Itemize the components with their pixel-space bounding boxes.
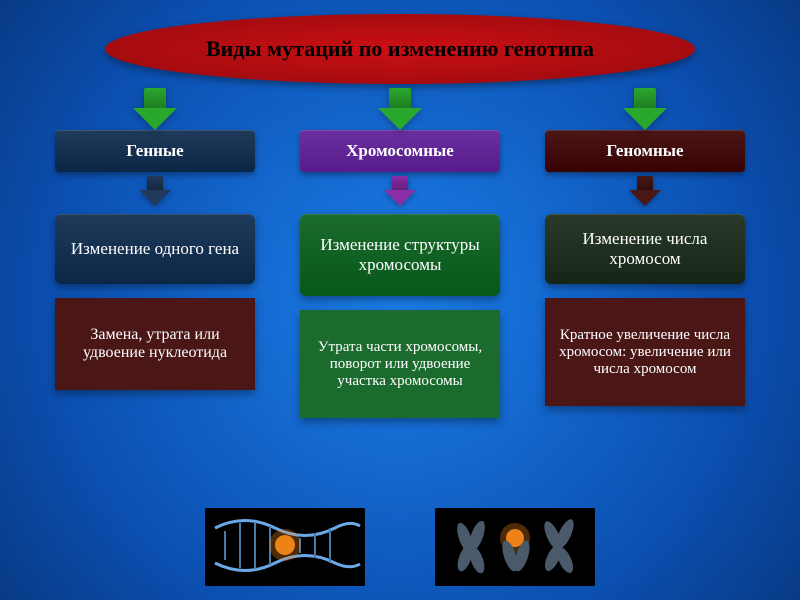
arrow-shaft: [144, 88, 166, 110]
arrow-head: [623, 108, 667, 130]
arrow-head: [384, 190, 416, 206]
column-gene: Генные Изменение одного гена Замена, утр…: [50, 88, 260, 390]
arrow-head: [139, 190, 171, 206]
category-box-genome: Геномные: [545, 130, 745, 172]
category-label: Генные: [126, 141, 183, 161]
arrow-small-icon: [137, 176, 173, 208]
desc-text: Изменение структуры хромосомы: [308, 235, 492, 275]
title-ellipse: Виды мутаций по изменению генотипа: [105, 14, 695, 84]
arrow-head: [133, 108, 177, 130]
column-genome: Геномные Изменение числа хромосом Кратно…: [540, 88, 750, 406]
category-label: Геномные: [606, 141, 683, 161]
arrow-small-icon: [382, 176, 418, 208]
dna-helix-image: [205, 508, 365, 586]
desc-box-gene: Изменение одного гена: [55, 214, 255, 284]
arrow-shaft: [634, 88, 656, 110]
desc-text: Изменение числа хромосом: [553, 229, 737, 269]
detail-text: Утрата части хромосомы, поворот или удво…: [310, 339, 490, 390]
detail-text: Замена, утрата или удвоение нуклеотида: [65, 326, 245, 362]
desc-box-chromosome: Изменение структуры хромосомы: [300, 214, 500, 296]
desc-box-genome: Изменение числа хромосом: [545, 214, 745, 284]
category-box-chromosome: Хромосомные: [300, 130, 500, 172]
detail-text: Кратное увеличение числа хромосом: увели…: [555, 327, 735, 378]
arrow-small-icon: [627, 176, 663, 208]
detail-box-genome: Кратное увеличение числа хромосом: увели…: [545, 298, 745, 406]
chromosomes-image: [435, 508, 595, 586]
column-chromosome: Хромосомные Изменение структуры хромосом…: [295, 88, 505, 418]
arrow-down-icon: [376, 88, 424, 130]
title-text: Виды мутаций по изменению генотипа: [206, 36, 594, 62]
image-row: [205, 508, 595, 586]
detail-box-chromosome: Утрата части хромосомы, поворот или удво…: [300, 310, 500, 418]
detail-box-gene: Замена, утрата или удвоение нуклеотида: [55, 298, 255, 390]
desc-text: Изменение одного гена: [71, 239, 239, 259]
arrow-head: [378, 108, 422, 130]
arrow-down-icon: [131, 88, 179, 130]
category-box-gene: Генные: [55, 130, 255, 172]
arrow-down-icon: [621, 88, 669, 130]
arrow-shaft: [389, 88, 411, 110]
category-label: Хромосомные: [346, 141, 454, 161]
arrow-head: [629, 190, 661, 206]
